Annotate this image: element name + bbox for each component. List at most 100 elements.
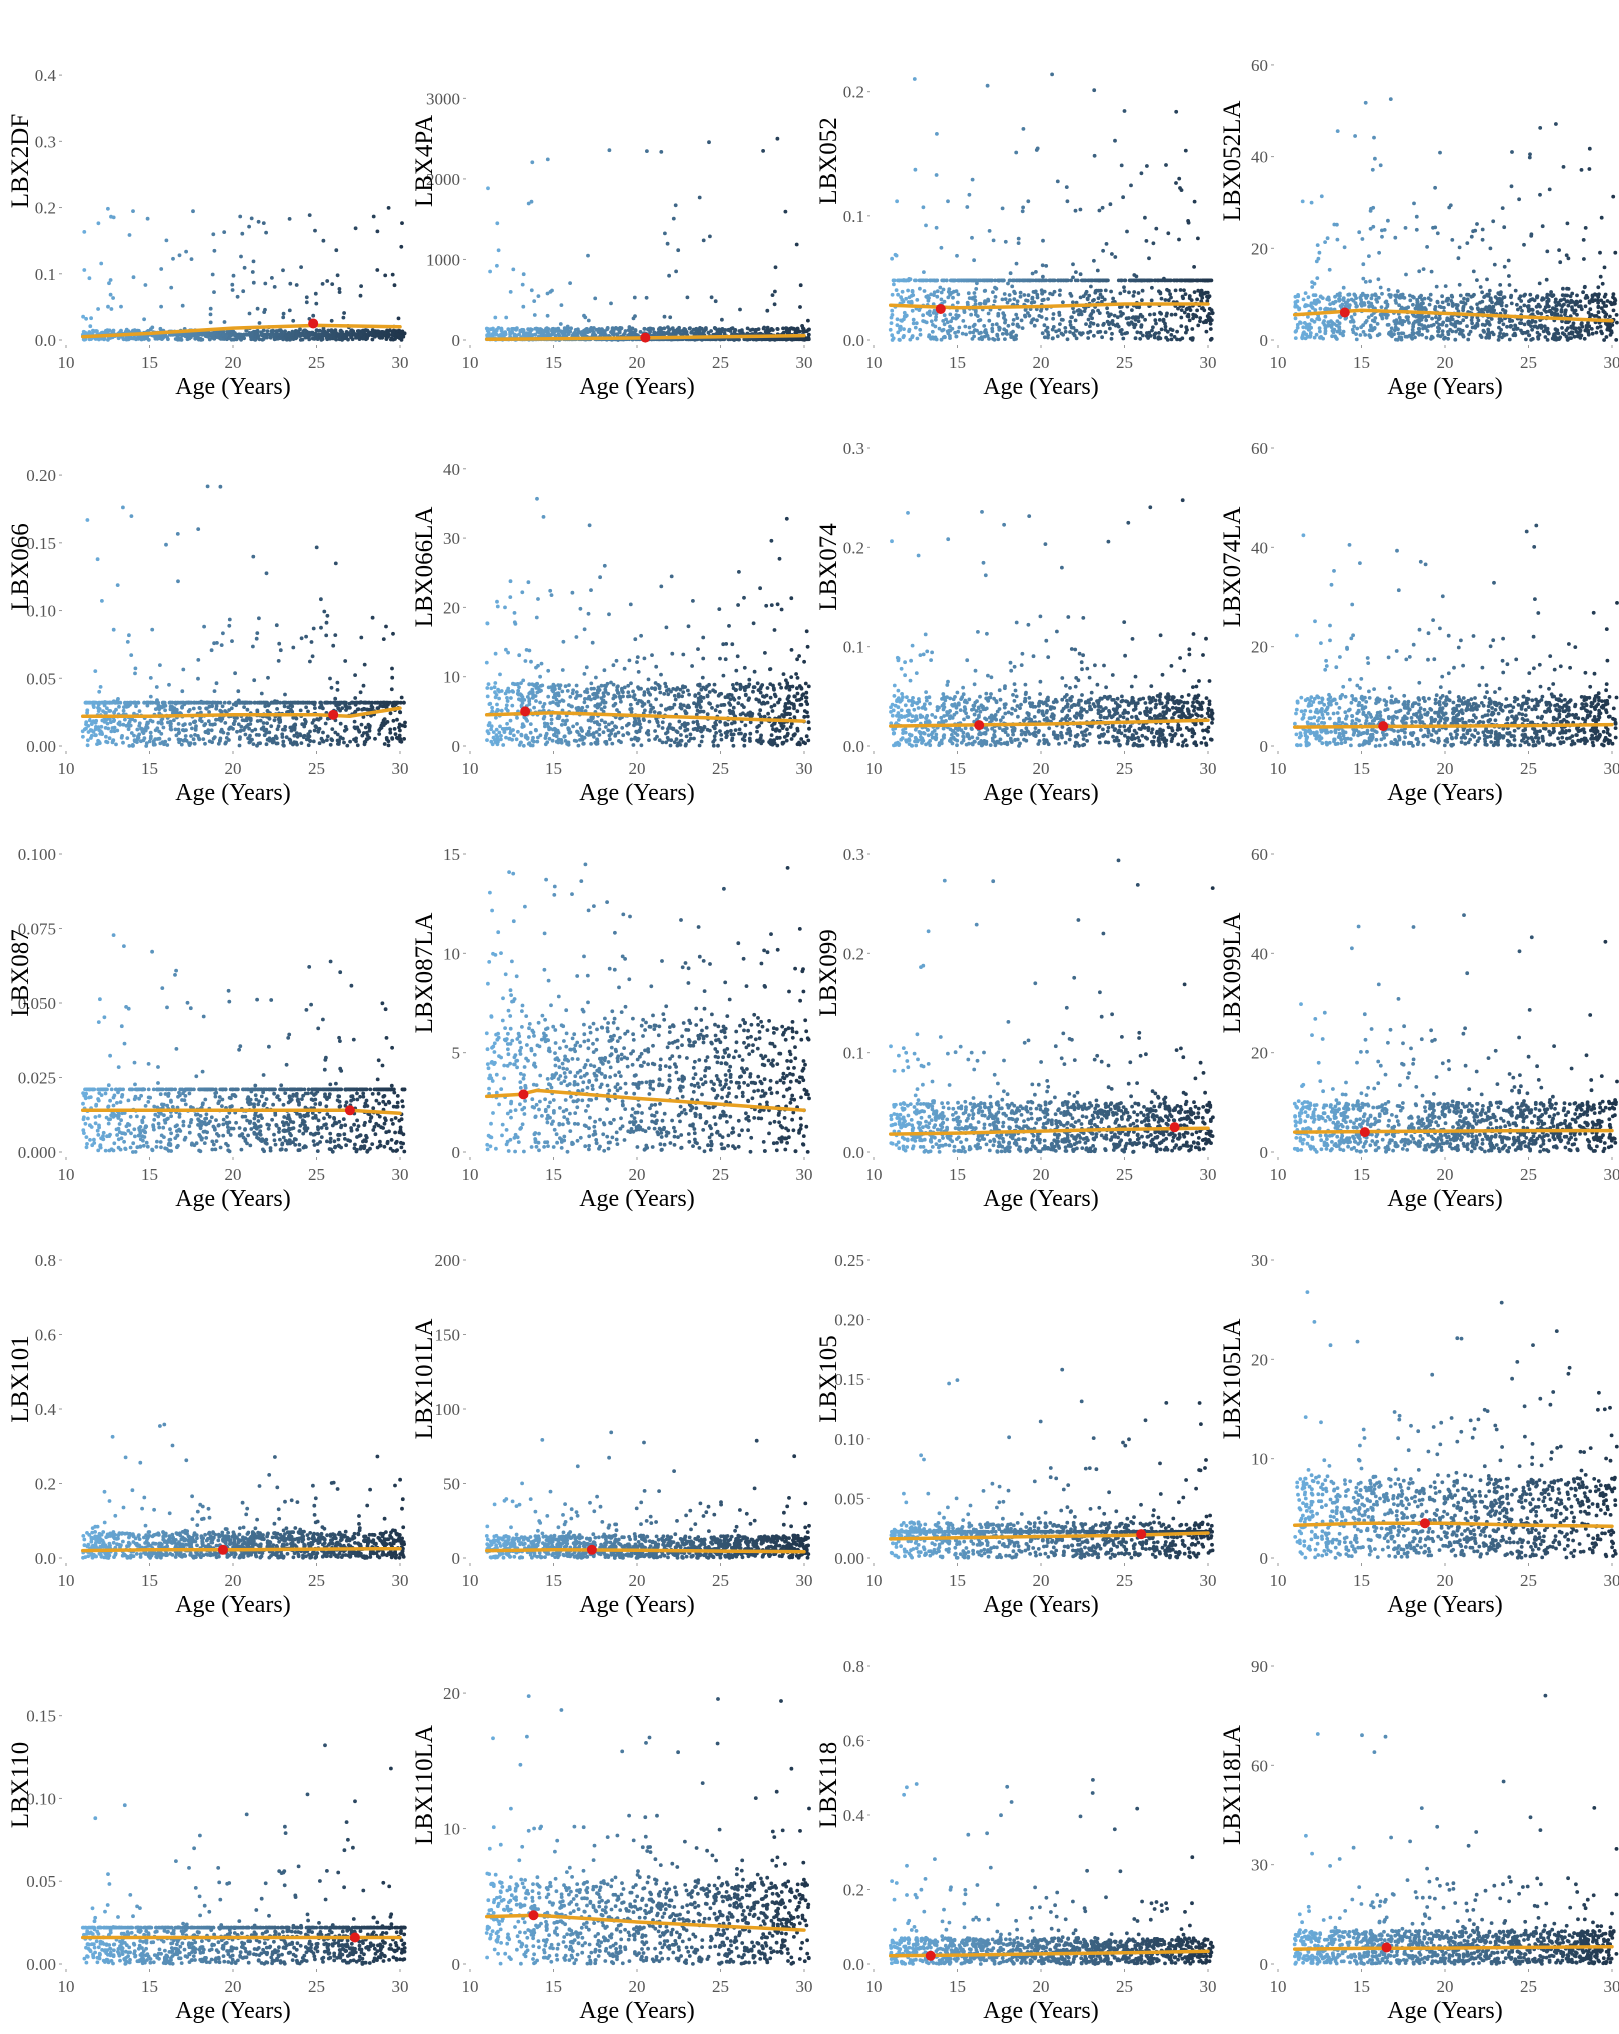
data-point	[1479, 307, 1484, 312]
data-point	[375, 268, 380, 272]
data-point	[508, 332, 512, 336]
data-point	[235, 294, 240, 299]
data-point	[667, 273, 671, 278]
data-point	[1021, 205, 1025, 210]
data-point	[299, 265, 303, 269]
data-point	[922, 319, 927, 324]
data-point	[1366, 315, 1371, 320]
data-point	[1113, 255, 1118, 259]
data-point	[1492, 262, 1497, 267]
data-point	[556, 332, 561, 337]
data-point	[1554, 337, 1559, 342]
data-point	[126, 727, 131, 732]
data-point	[205, 484, 210, 489]
data-point	[1507, 337, 1512, 342]
data-point	[1051, 316, 1055, 321]
data-point	[187, 336, 192, 340]
data-point	[95, 557, 100, 562]
data-point	[1096, 308, 1100, 313]
data-point	[1426, 314, 1431, 319]
data-point	[298, 338, 303, 342]
data-point	[298, 327, 302, 332]
x-tick-label: 25	[308, 353, 325, 372]
data-point	[1338, 315, 1343, 320]
data-point	[203, 741, 207, 746]
data-point	[1398, 318, 1403, 323]
data-point	[663, 231, 667, 236]
data-point	[1570, 305, 1574, 310]
data-point	[761, 149, 765, 153]
data-point	[1515, 302, 1519, 307]
data-point	[1089, 321, 1093, 325]
data-point	[1470, 325, 1475, 330]
data-point	[1566, 303, 1571, 308]
data-point	[890, 308, 895, 313]
data-points	[888, 72, 1215, 342]
data-point	[330, 738, 335, 743]
data-point	[1079, 312, 1084, 317]
data-point	[1538, 304, 1542, 309]
data-point	[1040, 298, 1045, 303]
data-point	[377, 732, 382, 736]
data-point	[1002, 292, 1007, 296]
data-point	[1558, 260, 1563, 265]
data-point	[1092, 258, 1096, 263]
data-point	[1006, 323, 1011, 328]
data-point	[1051, 312, 1056, 316]
data-point	[271, 328, 275, 333]
data-point	[781, 326, 785, 331]
data-point	[1071, 331, 1076, 336]
data-point	[912, 77, 917, 81]
data-point	[1476, 318, 1481, 323]
data-point	[1380, 314, 1384, 319]
data-point	[1002, 327, 1007, 332]
data-point	[1061, 278, 1066, 283]
data-point	[1513, 288, 1518, 293]
data-point	[1596, 310, 1601, 315]
data-point	[491, 332, 496, 337]
data-point	[1505, 324, 1509, 329]
data-point	[1132, 290, 1137, 294]
data-point	[1399, 305, 1404, 310]
data-point	[945, 320, 950, 325]
data-point	[1118, 291, 1123, 296]
data-point	[1085, 296, 1090, 301]
y-tick-label: 0.2	[35, 199, 56, 218]
data-point	[1108, 326, 1112, 331]
data-point	[1056, 278, 1060, 283]
data-point	[1503, 310, 1507, 315]
data-point	[961, 319, 966, 323]
data-point	[1208, 337, 1213, 342]
data-point	[1186, 220, 1191, 225]
data-point	[106, 206, 110, 211]
data-point	[933, 324, 938, 329]
data-point	[1568, 300, 1573, 304]
data-point	[212, 735, 217, 739]
data-point	[939, 337, 944, 342]
data-point	[1034, 148, 1039, 152]
data-point	[1327, 298, 1331, 302]
y-axis-label: LBX052LA	[1219, 101, 1246, 222]
data-point	[382, 717, 387, 721]
data-point	[1174, 109, 1179, 114]
x-tick-label: 15	[1353, 353, 1370, 372]
data-point	[1071, 326, 1076, 330]
data-point	[1352, 312, 1357, 317]
data-point	[1147, 278, 1152, 283]
data-point	[1198, 316, 1203, 320]
data-point	[987, 337, 991, 341]
data-point	[270, 276, 274, 280]
data-point	[1386, 287, 1391, 292]
data-point	[1496, 291, 1501, 296]
data-point	[1554, 331, 1559, 335]
data-point	[89, 337, 93, 341]
data-point	[1164, 314, 1169, 318]
data-point	[1174, 181, 1178, 185]
data-point	[969, 312, 973, 317]
data-point	[1446, 336, 1450, 341]
data-point	[255, 306, 260, 311]
data-point	[1086, 317, 1091, 322]
data-point	[1352, 324, 1356, 329]
data-point	[304, 295, 309, 300]
data-point	[995, 333, 1000, 338]
